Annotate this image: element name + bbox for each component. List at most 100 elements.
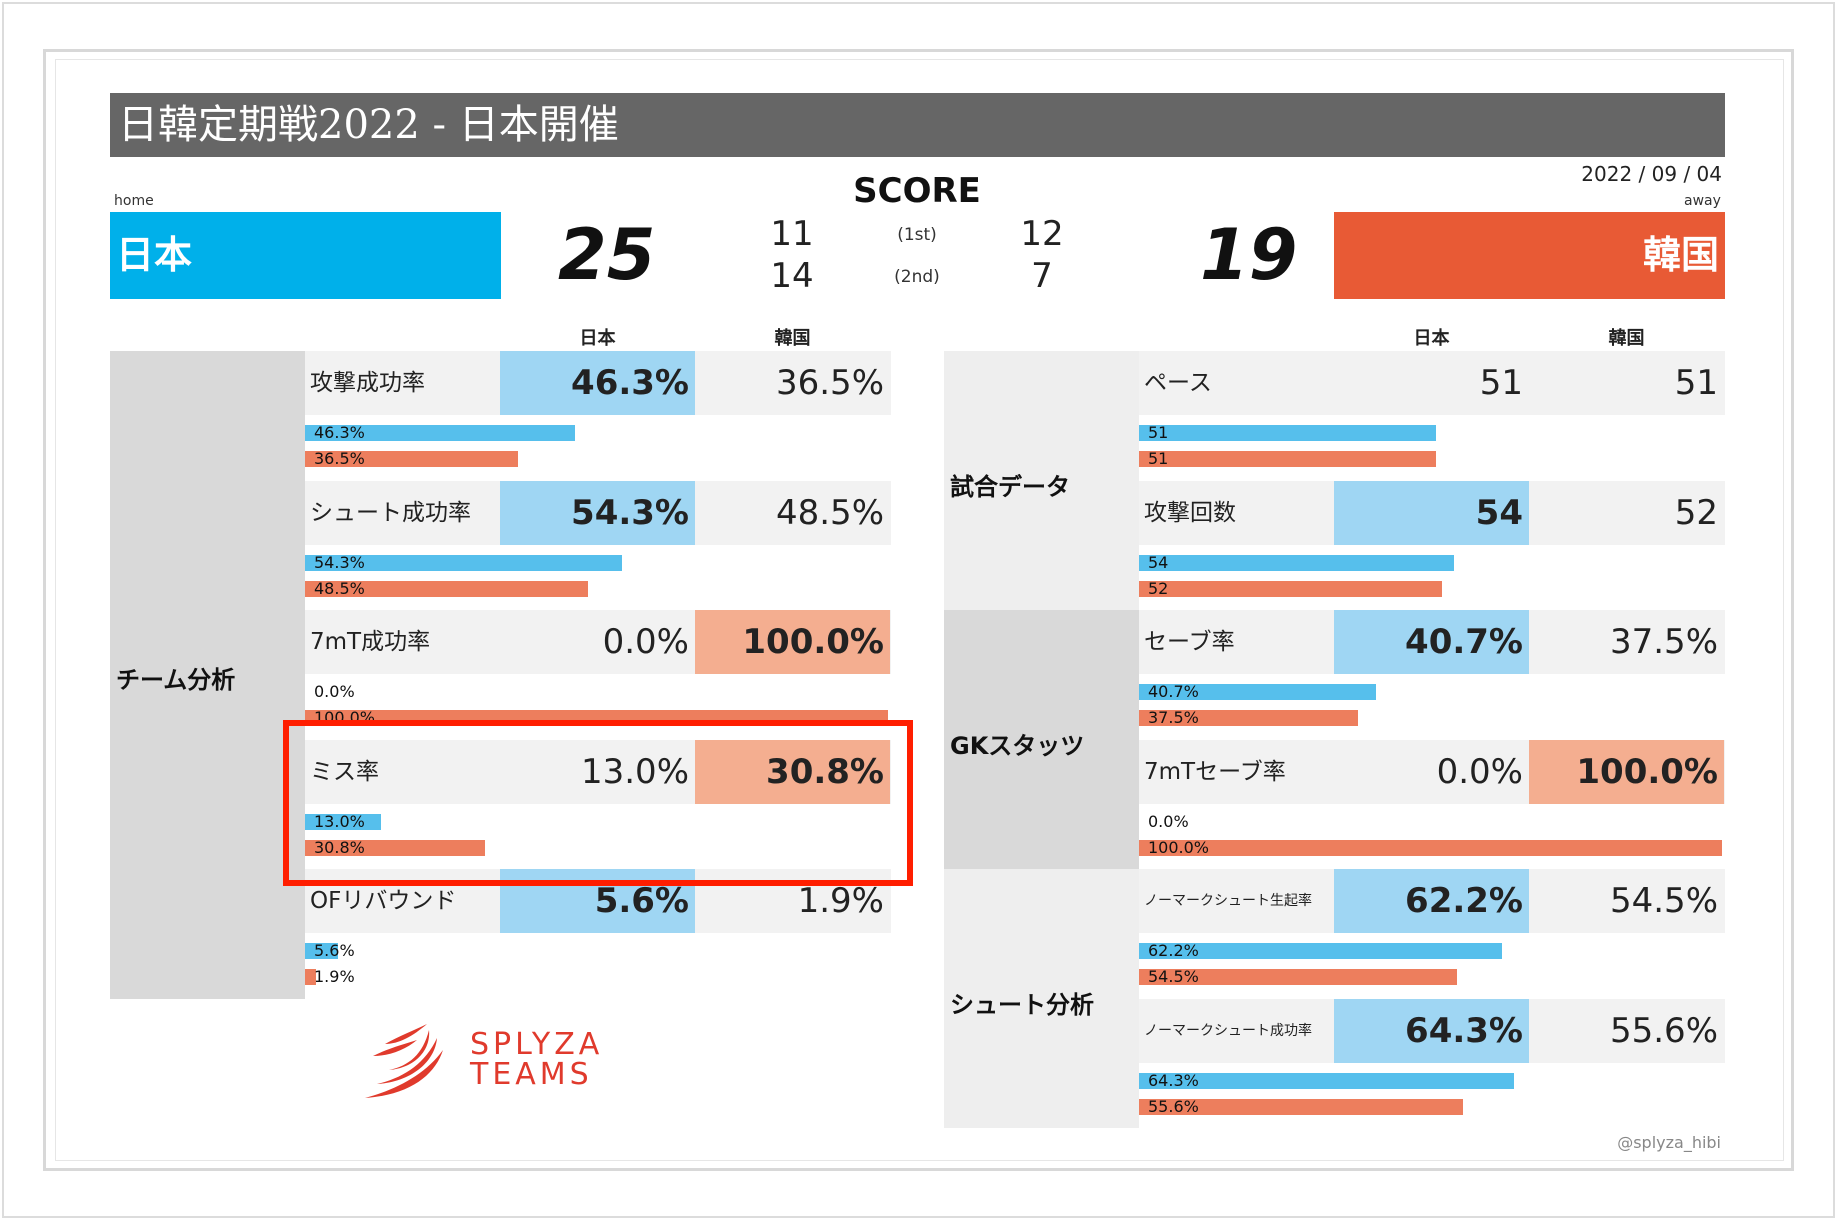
first-half-label: (1st) [897, 225, 937, 245]
stat-name: シュート成功率 [310, 499, 471, 526]
stat-name: ペース [1144, 370, 1212, 396]
home-bar-label: 40.7% [1148, 682, 1199, 702]
stat-name: 7mTセーブ率 [1144, 758, 1286, 785]
splyza-logo-icon [355, 1020, 451, 1106]
home-bar-label: 62.2% [1148, 941, 1199, 961]
stat-away-value: 100.0% [695, 610, 890, 675]
home-bar [1139, 684, 1376, 701]
away-bar [305, 580, 588, 597]
away-second-half-score: 7 [1031, 256, 1053, 296]
away-bar-label: 36.5% [314, 449, 365, 468]
right-col-home-header: 日本 [1413, 328, 1450, 349]
gk-stats-section [944, 610, 1139, 869]
stat-name: 攻撃回数 [1144, 499, 1236, 526]
home-bar [1139, 943, 1502, 960]
away-bar [1139, 1099, 1463, 1115]
stat-name: セーブ率 [1144, 629, 1235, 656]
stat-away-value: 30.8% [695, 739, 890, 804]
card-inner-frame [55, 59, 1784, 1161]
left-col-home-header: 日本 [579, 328, 616, 349]
highlight-box [283, 720, 913, 886]
stat-name: ノーマークシュート生起率 [1144, 893, 1312, 910]
home-bar-label: 0.0% [1148, 811, 1189, 831]
home-bar [1139, 554, 1454, 571]
home-team-box: 日本 [110, 212, 501, 299]
stat-away-value: 100.0% [1529, 739, 1724, 804]
home-bar [305, 425, 575, 441]
stat-away-value: 51 [1674, 363, 1718, 403]
logo-text-line2: TEAMS [470, 1057, 593, 1092]
page-title: 日韓定期戦2022 - 日本開催 [118, 102, 619, 148]
away-bar-label: 52 [1148, 578, 1169, 598]
away-bar-label: 55.6% [1148, 1097, 1199, 1116]
away-team-box: 韓国 [1334, 212, 1725, 299]
stat-away-value: 54.5% [1609, 881, 1718, 922]
stat-home-value: 54.3% [500, 480, 695, 545]
away-label: away [1684, 193, 1721, 209]
home-bar [305, 554, 622, 571]
away-total-score: 19 [1200, 214, 1298, 296]
home-bar-label: 54 [1148, 552, 1169, 572]
stat-home-value: 62.2% [1334, 869, 1529, 934]
stat-home-value: 51 [1479, 363, 1523, 403]
stat-home-value: 0.0% [602, 622, 689, 663]
home-bar-label: 64.3% [1148, 1071, 1199, 1090]
match-data-section [944, 351, 1139, 610]
second-half-label: (2nd) [894, 267, 940, 287]
away-bar [1139, 969, 1457, 986]
shot-analysis-label: シュート分析 [950, 991, 1094, 1019]
stat-name: ミス率 [310, 758, 379, 785]
card-frame [43, 49, 1794, 1171]
stat-name: 7mT成功率 [310, 629, 431, 656]
stat-name: ノーマークシュート成功率 [1144, 1023, 1312, 1039]
stat-away-value: 48.5% [775, 492, 884, 533]
stat-name: OFリバウンド [310, 888, 457, 915]
right-col-away-header: 韓国 [1608, 328, 1645, 349]
away-bar-label: 1.9% [314, 967, 355, 987]
stat-name: 攻撃成功率 [310, 370, 425, 396]
match-data-label: 試合データ [950, 473, 1070, 501]
home-first-half-score: 11 [770, 214, 814, 254]
score-title: SCORE [853, 171, 981, 211]
away-bar-label: 37.5% [1148, 708, 1199, 728]
stat-home-value: 0.0% [1436, 751, 1523, 792]
shot-analysis-section [944, 869, 1139, 1128]
away-bar [305, 451, 518, 467]
away-bar-label: 48.5% [314, 578, 365, 598]
stat-away-value: 1.9% [797, 881, 884, 922]
logo-text-line1: SPLYZA [470, 1027, 604, 1062]
stat-home-value: 13.0% [580, 751, 689, 792]
away-bar [305, 839, 485, 856]
team-analysis-label: チーム分析 [116, 666, 236, 694]
watermark: @splyza_hibi [1617, 1133, 1721, 1152]
away-bar-label: 51 [1148, 449, 1169, 468]
home-bar-label: 51 [1148, 423, 1169, 442]
stat-away-value: 52 [1674, 492, 1718, 533]
stat-row-bg [1139, 351, 1725, 415]
away-bar-label: 54.5% [1148, 967, 1199, 987]
stat-home-value: 40.7% [1334, 610, 1529, 675]
team-analysis-section [110, 351, 305, 999]
home-label: home [114, 193, 154, 209]
away-bar [1139, 451, 1436, 467]
stat-home-value: 46.3% [500, 351, 695, 415]
home-bar-label: 5.6% [314, 941, 355, 961]
home-bar-label: 0.0% [314, 682, 355, 702]
home-second-half-score: 14 [770, 256, 814, 296]
stat-away-value: 37.5% [1609, 622, 1718, 663]
home-bar-label: 13.0% [314, 811, 365, 831]
title-bar [110, 93, 1725, 157]
away-bar [1139, 710, 1358, 727]
home-bar [305, 813, 381, 830]
home-bar-label: 46.3% [314, 423, 365, 442]
away-bar-label: 100.0% [1148, 837, 1210, 857]
stat-away-value: 55.6% [1609, 1011, 1718, 1051]
home-total-score: 25 [558, 214, 656, 296]
away-bar [1139, 580, 1442, 597]
home-bar [305, 943, 338, 960]
away-first-half-score: 12 [1020, 214, 1064, 254]
home-bar-label: 54.3% [314, 552, 365, 572]
stat-home-value: 54 [1334, 480, 1529, 545]
away-bar [305, 969, 316, 986]
match-date: 2022 / 09 / 04 [1581, 162, 1722, 186]
